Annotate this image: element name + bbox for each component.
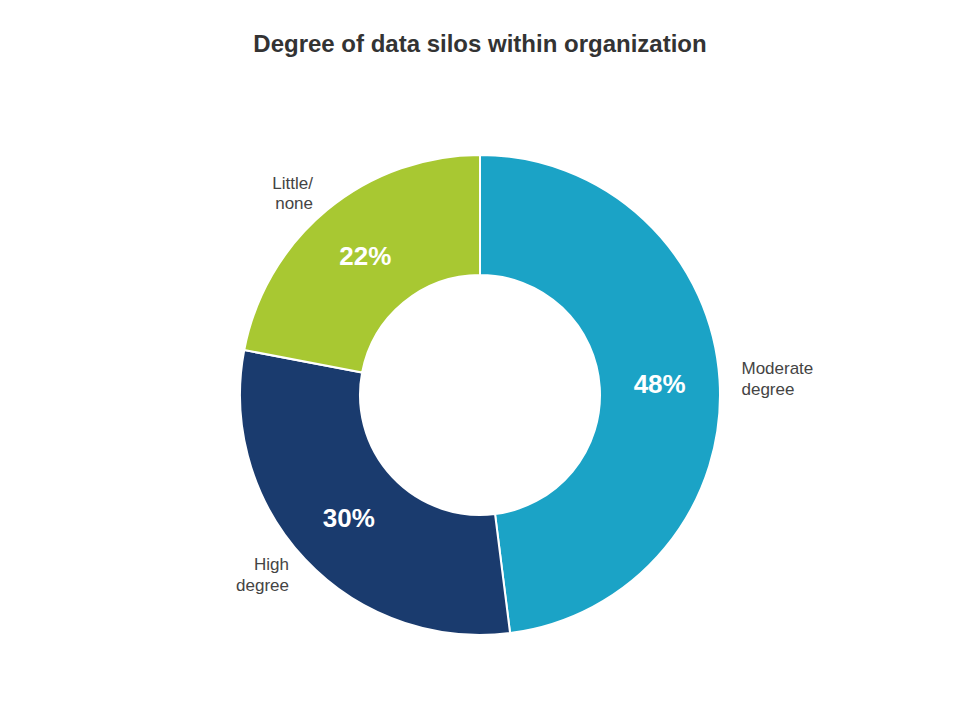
category-label: Little/none (272, 174, 313, 213)
category-label: Moderate degree (741, 359, 813, 398)
category-label-line: High (254, 555, 289, 574)
chart-title: Degree of data silos within organization (253, 30, 706, 57)
chart-svg: Degree of data silos within organization… (0, 0, 960, 720)
labels: 48% 30% 22% Moderate degree High degree Little/… (236, 174, 813, 595)
pie-slice (480, 155, 720, 633)
pie-group (240, 155, 720, 635)
category-label-line: none (275, 194, 313, 213)
data-label: 30% (323, 503, 375, 533)
category-label: High degree (236, 555, 289, 594)
chart-container: Degree of data silos within organization… (0, 0, 960, 720)
slices (240, 155, 720, 635)
category-label-line: degree (741, 380, 794, 399)
category-label-line: Moderate (741, 359, 813, 378)
data-label: 22% (339, 241, 391, 271)
category-label-line: degree (236, 576, 289, 595)
data-label: 48% (634, 369, 686, 399)
pie-slice (244, 155, 480, 373)
category-label-line: Little/ (272, 174, 313, 193)
